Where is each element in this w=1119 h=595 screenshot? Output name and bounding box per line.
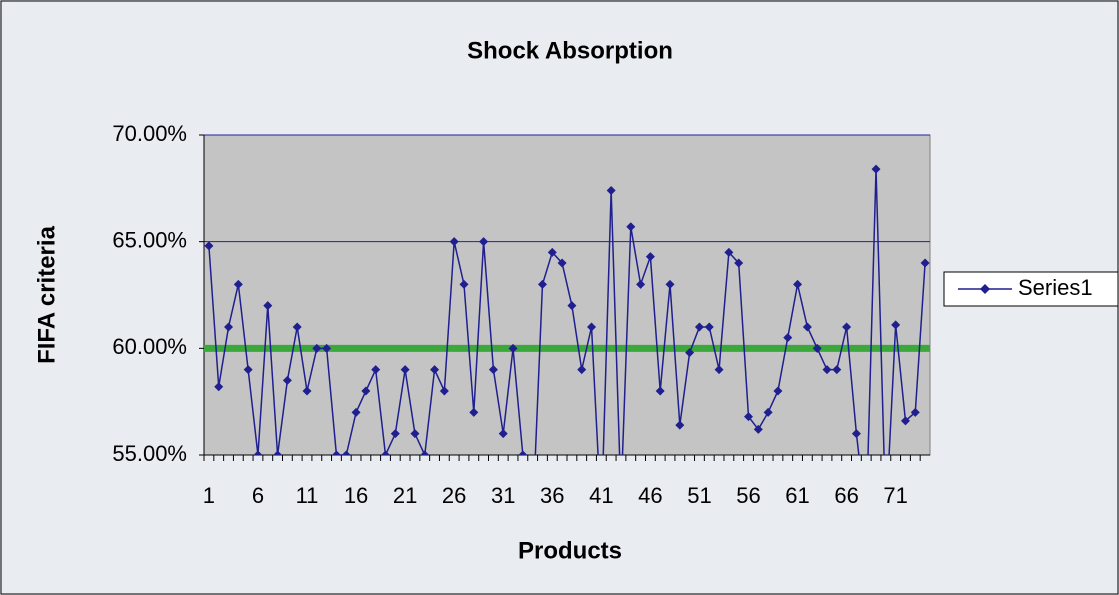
marker	[891, 320, 901, 330]
marker	[685, 348, 695, 358]
marker	[214, 382, 224, 392]
x-tick-label: 61	[785, 483, 809, 508]
x-tick-label: 56	[736, 483, 760, 508]
marker	[577, 365, 587, 375]
marker	[900, 416, 910, 426]
marker	[518, 450, 528, 455]
marker	[508, 343, 518, 353]
marker	[361, 386, 371, 396]
marker	[449, 237, 459, 247]
x-tick-label: 26	[442, 483, 466, 508]
marker	[273, 450, 283, 455]
marker	[420, 450, 430, 455]
marker	[204, 241, 214, 251]
x-tick-label: 66	[834, 483, 858, 508]
x-tick-label: 11	[296, 483, 319, 508]
marker	[832, 365, 842, 375]
marker	[322, 343, 332, 353]
y-tick-label: 65.00%	[112, 227, 187, 252]
marker	[331, 450, 341, 455]
x-tick-label: 16	[344, 483, 368, 508]
series-line	[208, 169, 926, 455]
x-axis-label: Products	[518, 537, 622, 564]
marker	[871, 164, 881, 174]
marker	[557, 258, 567, 268]
x-tick-label: 51	[687, 483, 711, 508]
marker	[626, 222, 636, 232]
marker	[430, 365, 440, 375]
marker	[547, 247, 557, 257]
marker	[312, 343, 322, 353]
x-tick-label: 1	[203, 483, 215, 508]
marker	[655, 386, 665, 396]
marker	[665, 279, 675, 289]
marker	[390, 429, 400, 439]
marker	[439, 386, 449, 396]
marker	[488, 365, 498, 375]
legend-label: Series1	[1018, 275, 1093, 300]
marker	[694, 322, 704, 332]
marker	[282, 375, 292, 385]
marker	[469, 407, 479, 417]
marker	[302, 386, 312, 396]
marker	[292, 322, 302, 332]
x-tick-label: 71	[883, 483, 907, 508]
legend-marker	[980, 284, 990, 294]
marker	[537, 279, 547, 289]
marker	[763, 407, 773, 417]
marker	[842, 322, 852, 332]
marker	[341, 450, 351, 455]
marker	[371, 365, 381, 375]
marker	[400, 365, 410, 375]
marker	[744, 412, 753, 422]
x-tick-label: 31	[491, 483, 515, 508]
y-axis-label: FIFA criteria	[33, 225, 60, 363]
marker	[851, 429, 861, 439]
marker	[351, 407, 361, 417]
x-tick-label: 41	[589, 483, 613, 508]
x-tick-label: 46	[638, 483, 662, 508]
marker	[753, 424, 763, 434]
marker	[410, 429, 420, 439]
chart-title: Shock Absorption	[467, 37, 673, 64]
marker	[910, 407, 920, 417]
marker	[224, 322, 234, 332]
marker	[793, 279, 803, 289]
marker	[675, 420, 685, 430]
plot-area	[203, 134, 931, 456]
marker	[802, 322, 812, 332]
marker	[783, 333, 793, 343]
y-tick-label: 60.00%	[112, 334, 187, 359]
marker	[704, 322, 714, 332]
marker	[587, 322, 597, 332]
marker	[243, 365, 253, 375]
x-tick-label: 21	[393, 483, 417, 508]
marker	[479, 237, 489, 247]
y-tick-label: 70.00%	[112, 121, 187, 146]
marker	[920, 258, 930, 268]
marker	[567, 301, 577, 311]
marker	[233, 279, 243, 289]
marker	[773, 386, 783, 396]
marker	[645, 252, 655, 262]
marker	[381, 450, 390, 455]
marker	[734, 258, 744, 268]
marker	[714, 365, 724, 375]
marker	[636, 279, 646, 289]
marker	[606, 185, 616, 195]
marker	[812, 343, 822, 353]
marker	[724, 247, 734, 257]
marker	[459, 279, 469, 289]
marker	[263, 301, 273, 311]
x-tick-label: 6	[252, 483, 264, 508]
marker	[822, 365, 832, 375]
marker	[253, 450, 263, 455]
x-tick-label: 36	[540, 483, 564, 508]
marker	[498, 429, 508, 439]
y-tick-label: 55.00%	[112, 441, 187, 466]
